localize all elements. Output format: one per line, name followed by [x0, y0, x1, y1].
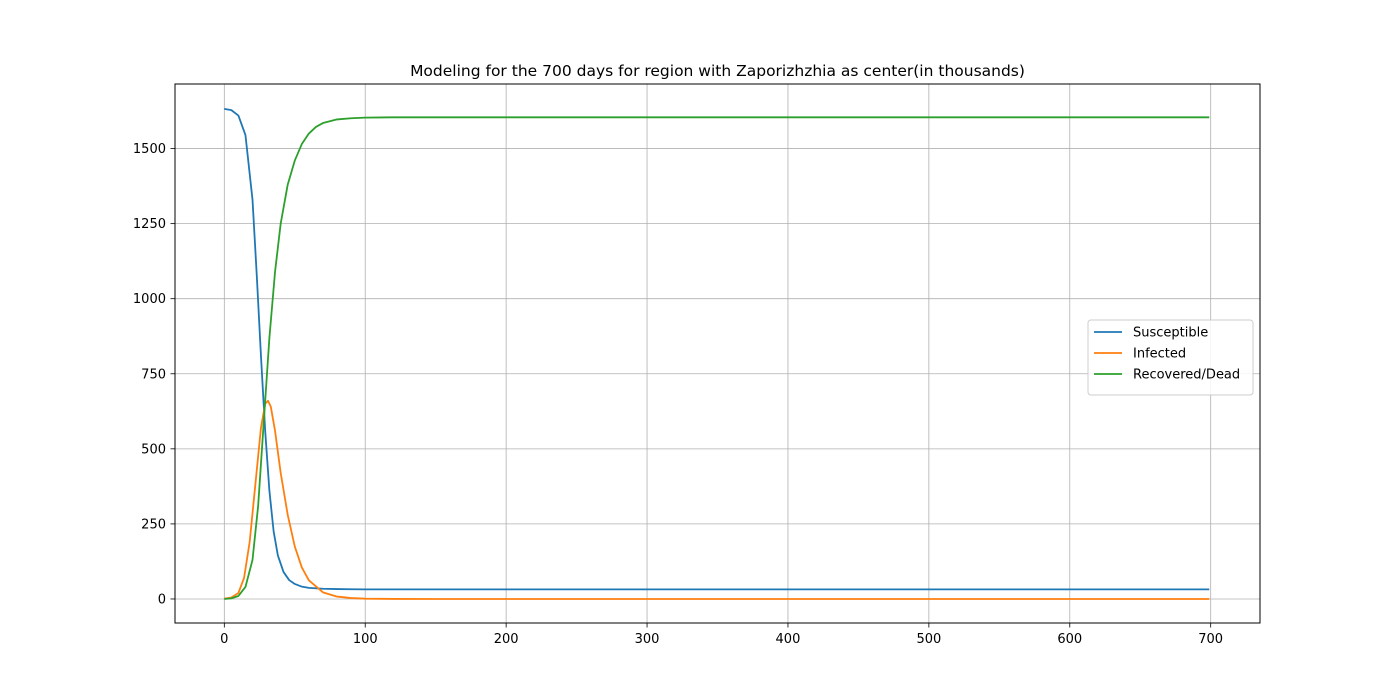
legend-label-susceptible: Susceptible [1133, 326, 1208, 341]
y-axis: 0 250 500 750 1000 1250 1500 [133, 142, 175, 607]
series-line-susceptible [224, 108, 1210, 591]
chart-title: Modeling for the 700 days for region wit… [410, 62, 1025, 80]
legend: Susceptible Infected Recovered/Dead [1087, 319, 1254, 396]
x-tick-label: 700 [1198, 632, 1223, 647]
legend-label-infected: Infected [1133, 347, 1186, 362]
y-tick-label: 750 [141, 367, 166, 382]
y-tick-label: 500 [141, 442, 166, 457]
series-layer [224, 108, 1210, 600]
series-line-infected [224, 399, 1210, 600]
x-tick-label: 200 [494, 632, 519, 647]
legend-label-recovered-dead: Recovered/Dead [1133, 368, 1240, 383]
x-tick-label: 400 [776, 632, 801, 647]
x-tick-label: 100 [353, 632, 378, 647]
plot-frame [174, 83, 1261, 624]
y-tick-label: 0 [158, 592, 166, 607]
x-tick-label: 600 [1057, 632, 1082, 647]
legend-box [1087, 319, 1254, 396]
y-tick-label: 250 [141, 517, 166, 532]
y-tick-label: 1500 [133, 142, 166, 157]
x-tick-label: 0 [220, 632, 228, 647]
x-tick-label: 300 [635, 632, 660, 647]
x-axis: 0 100 200 300 400 500 600 700 [220, 623, 1223, 647]
y-tick-label: 1250 [133, 217, 166, 232]
y-tick-label: 1000 [133, 292, 166, 307]
series-line-recovered-dead [224, 116, 1210, 600]
x-tick-label: 500 [916, 632, 941, 647]
